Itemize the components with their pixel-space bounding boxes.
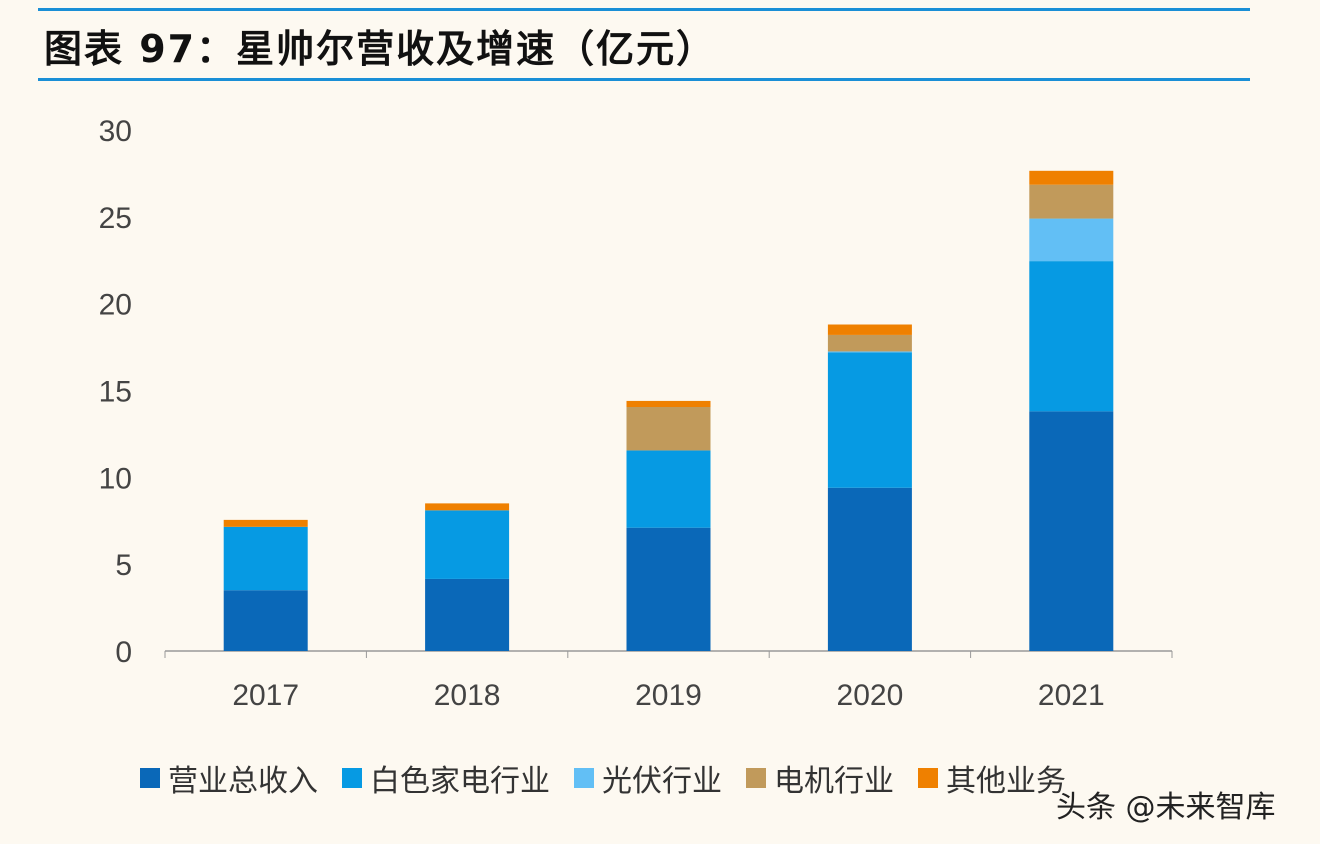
y-tick-label: 5 [115,549,132,582]
legend-item: 电机行业 [746,756,894,800]
bar-segment [626,450,711,528]
bar-segment [223,519,308,527]
watermark: 头条 @未来智库 [1056,790,1276,825]
y-tick-label: 10 [99,462,132,495]
x-tick-label: 2021 [1038,679,1105,712]
bar-segment [425,578,510,651]
title-top-rule [38,8,1250,11]
bar-segment [223,526,308,591]
legend-label: 其他业务 [946,764,1066,799]
legend-swatch [918,768,938,788]
bar-segment [827,334,912,352]
bar-segment [1029,261,1114,412]
legend-label: 营业总收入 [168,764,318,799]
bar-segment [1029,218,1114,262]
bar-segment [1029,170,1114,185]
x-tick-label: 2017 [232,679,299,712]
legend: 营业总收入 白色家电行业 光伏行业 电机行业 其他业务 [140,756,1066,800]
legend-swatch [342,768,362,788]
bar-segment [827,352,912,488]
bar-segment [425,503,510,511]
y-tick-label: 15 [99,376,132,409]
legend-item: 其他业务 [918,756,1066,800]
bar-segment [1029,184,1114,219]
y-tick-label: 30 [99,115,132,148]
legend-swatch [574,768,594,788]
legend-item: 白色家电行业 [342,756,550,800]
bar-segment [626,406,711,451]
bar-segment [626,527,711,651]
y-tick-label: 20 [99,289,132,322]
bar-segment [827,351,912,353]
bar-segment [827,324,912,335]
bar-segment [1029,411,1114,651]
legend-label: 电机行业 [774,764,894,799]
bar-segment [223,590,308,651]
x-tick-label: 2018 [434,679,501,712]
legend-swatch [140,768,160,788]
chart-title: 图表 97：星帅尔营收及增速（亿元） [44,27,717,71]
legend-label: 白色家电行业 [370,764,550,799]
title-bottom-rule [38,78,1250,81]
x-tick-label: 2019 [635,679,702,712]
legend-item: 营业总收入 [140,756,318,800]
x-tick-label: 2020 [837,679,904,712]
bar-segment [827,487,912,651]
bar-segment [626,400,711,407]
bar-segment [425,510,510,579]
y-tick-label: 0 [115,636,132,669]
legend-label: 光伏行业 [602,764,722,799]
legend-swatch [746,768,766,788]
legend-item: 光伏行业 [574,756,722,800]
y-tick-label: 25 [99,202,132,235]
